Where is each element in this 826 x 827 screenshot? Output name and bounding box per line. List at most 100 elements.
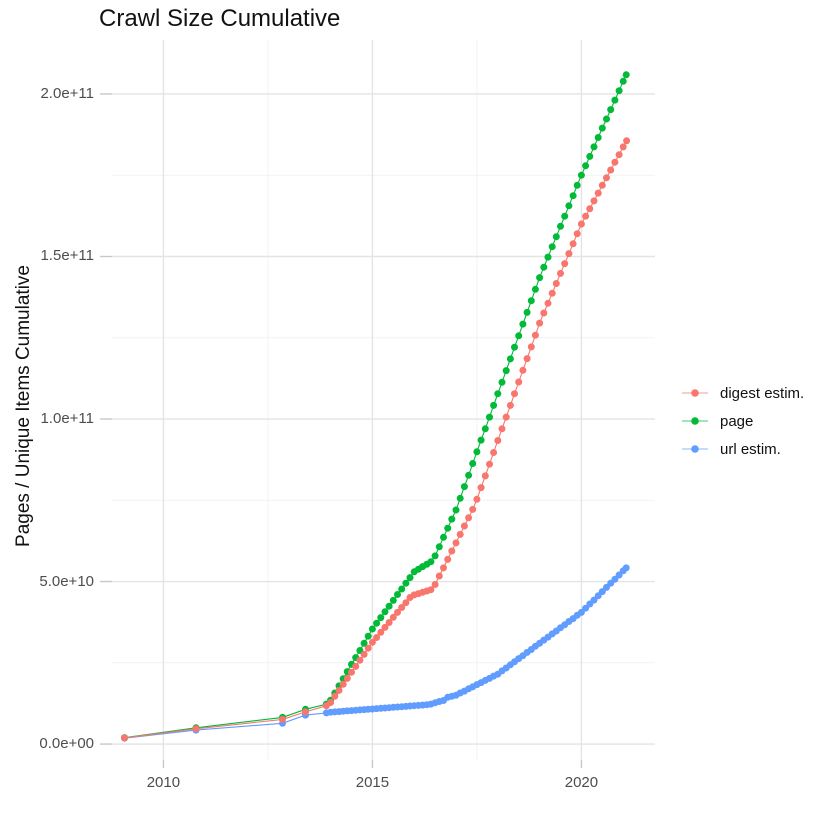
data-point-digest: [611, 158, 619, 166]
data-point-digest: [552, 280, 560, 287]
data-point-page: [481, 425, 489, 433]
data-point-digest: [498, 425, 506, 433]
data-point-digest: [444, 555, 452, 563]
data-point-page: [615, 87, 623, 95]
data-point-page: [435, 543, 443, 551]
data-point-page: [360, 639, 368, 647]
data-point-digest: [557, 269, 564, 277]
data-point-page: [452, 506, 460, 514]
data-point-page: [540, 263, 548, 271]
data-point-page: [402, 579, 410, 587]
data-point-digest: [121, 734, 128, 742]
data-point-page: [607, 106, 615, 114]
y-axis-title: Pages / Unique Items Cumulative: [13, 265, 34, 547]
data-point-digest: [540, 309, 548, 317]
data-point-digest: [452, 539, 460, 547]
data-point-page: [622, 71, 630, 79]
series-line-url: [124, 567, 627, 739]
data-point-url: [590, 596, 598, 604]
legend-key-icon: [682, 389, 708, 397]
data-point-digest: [460, 522, 468, 530]
data-point-digest: [561, 260, 569, 268]
data-point-digest: [465, 514, 473, 522]
data-point-page: [557, 222, 564, 230]
data-point-page: [494, 390, 502, 398]
data-point-digest: [394, 608, 401, 616]
data-point-digest: [523, 355, 531, 363]
data-point-page: [368, 625, 376, 633]
data-point-url: [622, 564, 630, 572]
data-point-page: [465, 471, 473, 479]
data-point-url: [611, 575, 619, 583]
data-point-page: [594, 134, 602, 141]
data-point-page: [431, 552, 439, 560]
data-point-page: [385, 602, 393, 610]
data-point-digest: [302, 708, 309, 716]
data-point-digest: [577, 220, 585, 228]
data-point-page: [586, 152, 594, 160]
y-tick-label: 1.5e+11: [40, 247, 94, 265]
data-point-page: [611, 96, 619, 104]
data-point-page: [603, 115, 610, 123]
data-point-digest: [619, 143, 627, 151]
data-point-page: [536, 274, 544, 282]
legend-label: url estim.: [720, 440, 781, 458]
data-point-page: [598, 124, 606, 132]
data-point-page: [377, 614, 385, 622]
data-point-page: [531, 285, 539, 293]
legend-item-page: page: [682, 407, 804, 435]
data-point-page: [364, 632, 372, 640]
data-point-page: [511, 343, 518, 351]
data-point-digest: [381, 623, 389, 631]
data-point-page: [469, 460, 477, 467]
data-point-page: [448, 515, 456, 523]
y-tick-label: 2.0e+11: [40, 84, 94, 102]
data-point-page: [381, 608, 389, 616]
data-point-digest: [427, 586, 435, 594]
data-point-digest: [339, 680, 347, 688]
legend-label: page: [720, 412, 754, 430]
data-point-page: [544, 253, 552, 261]
data-point-page: [561, 212, 569, 220]
data-point-digest: [527, 343, 535, 351]
legend-key-icon: [682, 417, 708, 425]
data-point-digest: [481, 472, 489, 480]
series-line-digest: [124, 140, 628, 739]
data-point-digest: [352, 662, 360, 670]
data-point-digest: [502, 413, 510, 421]
data-point-digest: [615, 151, 623, 159]
data-point-digest: [623, 137, 631, 145]
legend: digest estim. page url estim.: [682, 379, 804, 463]
data-point-digest: [279, 715, 286, 723]
data-point-digest: [448, 547, 456, 555]
data-point-page: [498, 378, 506, 386]
data-point-digest: [360, 650, 368, 658]
data-point-digest: [519, 366, 527, 374]
data-point-page: [506, 355, 514, 363]
data-point-digest: [603, 174, 610, 182]
data-point-digest: [582, 212, 590, 220]
data-point-page: [406, 574, 414, 582]
data-point-digest: [511, 390, 518, 398]
data-point-digest: [607, 166, 615, 174]
data-point-digest: [456, 530, 464, 538]
data-point-page: [486, 413, 493, 421]
data-point-digest: [598, 181, 606, 189]
data-point-digest: [348, 668, 355, 676]
data-point-page: [440, 533, 447, 541]
data-point-page: [569, 192, 577, 200]
data-point-digest: [536, 319, 544, 327]
x-tick-label: 2020: [564, 774, 599, 791]
chart-title: Crawl Size Cumulative: [99, 5, 341, 32]
data-point-digest: [506, 401, 514, 409]
data-point-digest: [565, 250, 573, 258]
data-point-digest: [343, 674, 351, 682]
data-point-page: [577, 171, 585, 179]
data-point-page: [619, 77, 627, 85]
data-point-page: [490, 401, 498, 409]
legend-key-icon: [682, 445, 708, 453]
data-point-page: [389, 596, 397, 604]
data-point-page: [427, 558, 435, 566]
